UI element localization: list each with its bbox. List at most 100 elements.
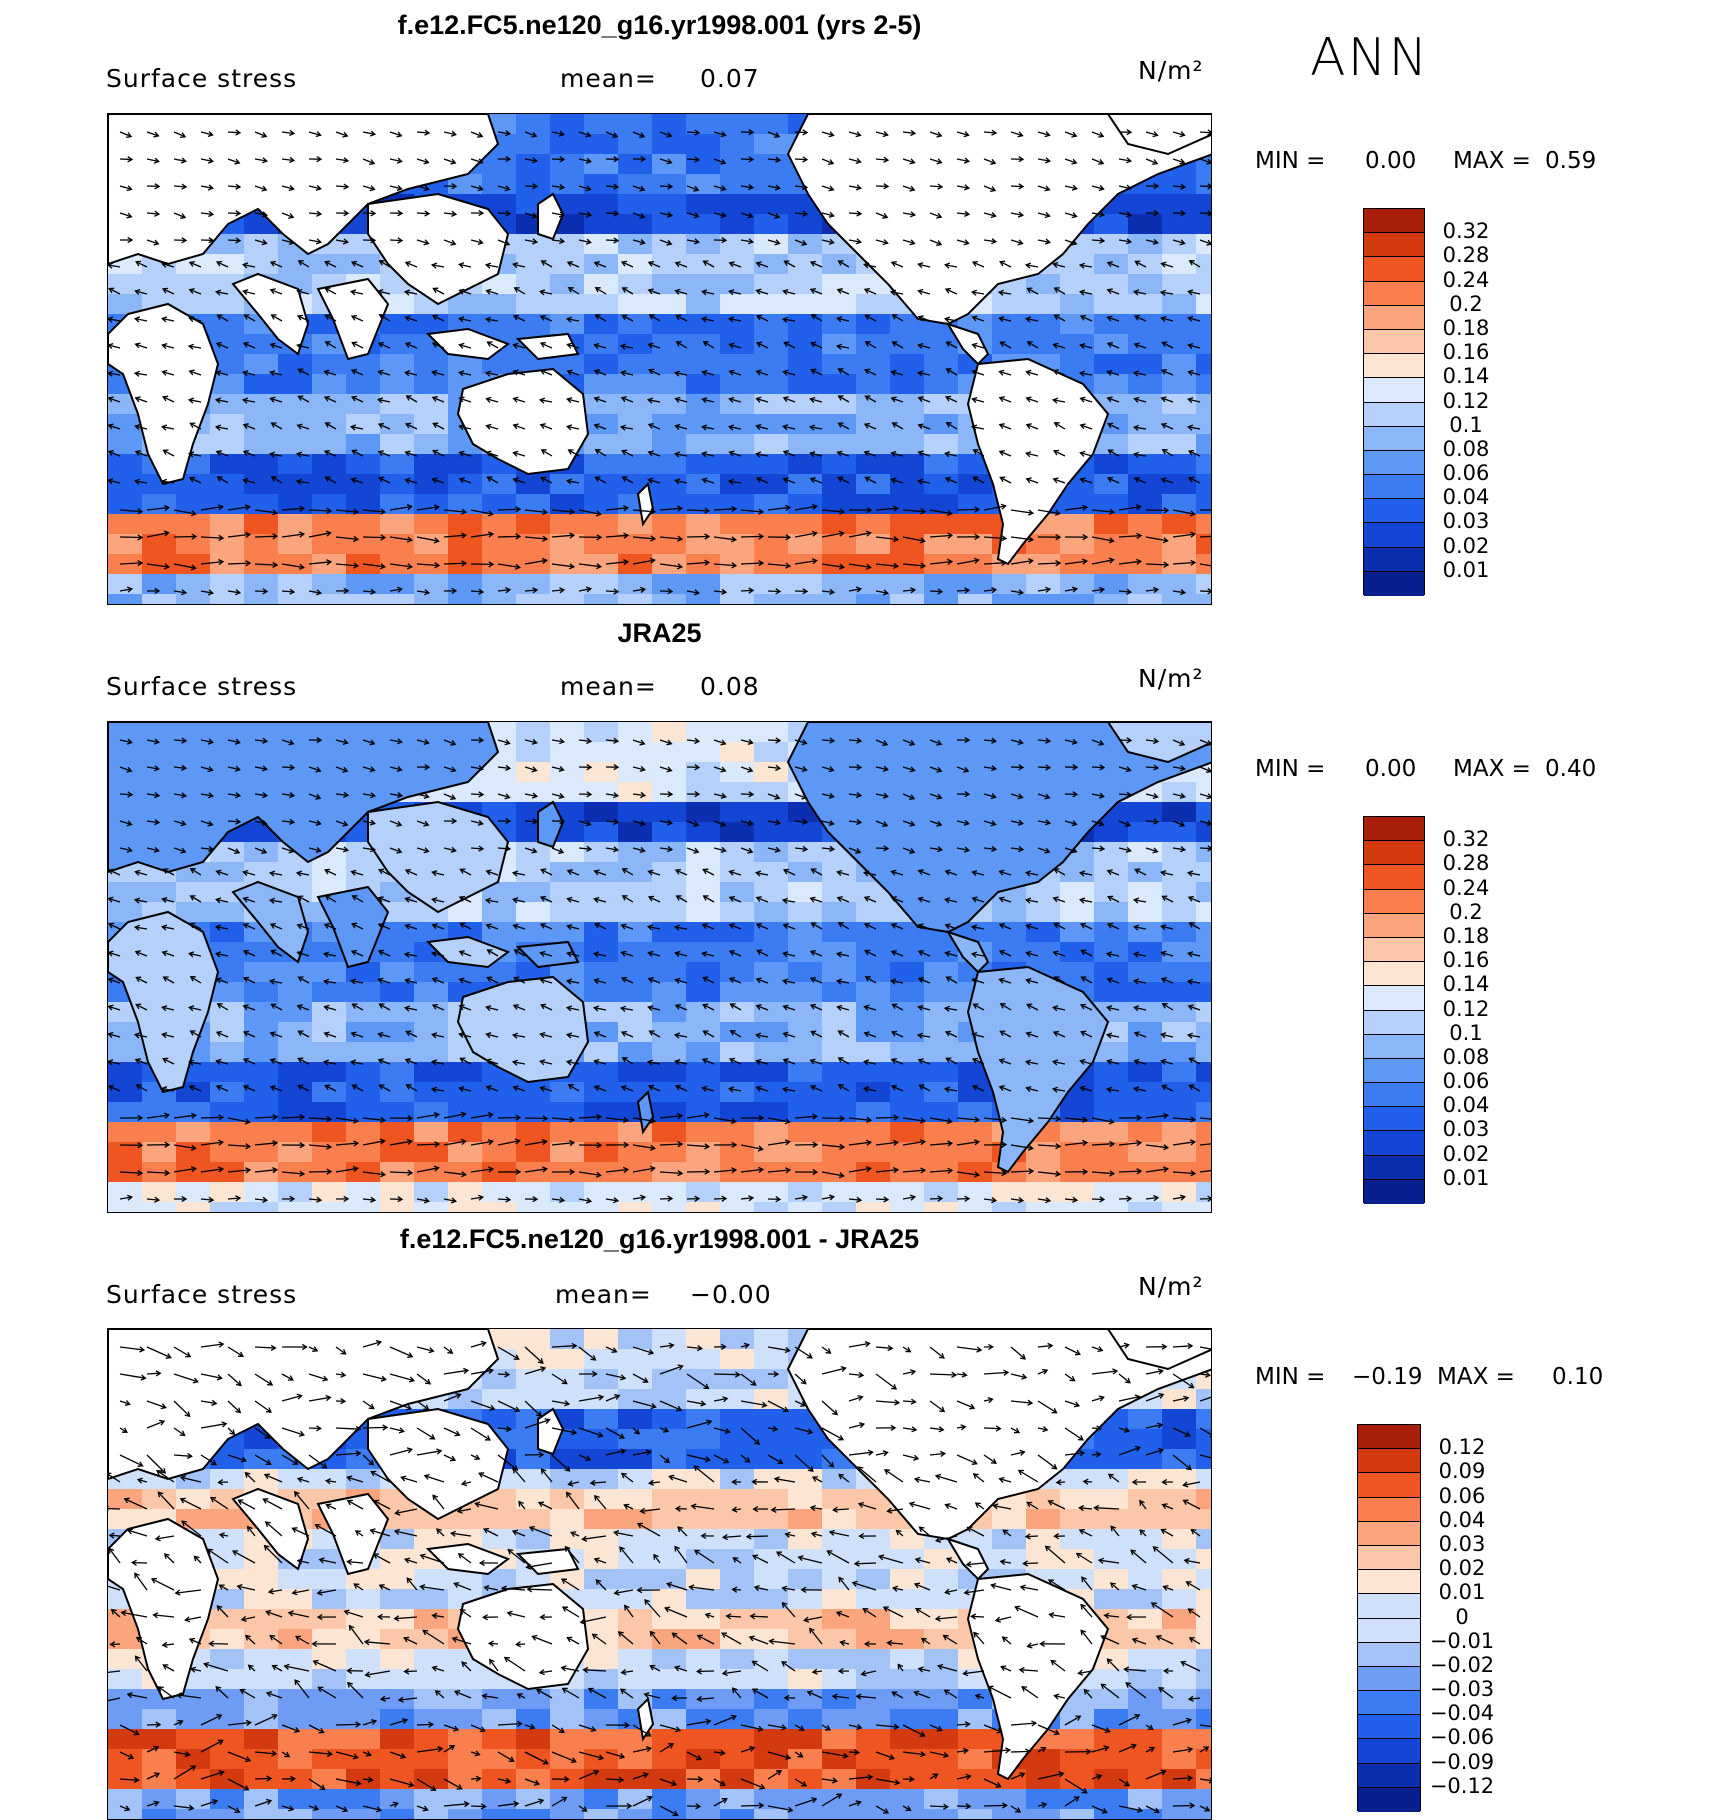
field-cell xyxy=(686,1062,721,1083)
field-cell xyxy=(686,742,721,763)
field-cell xyxy=(1060,334,1095,355)
field-cell xyxy=(1060,1469,1095,1490)
field-cell xyxy=(584,1102,619,1123)
field-cell xyxy=(754,902,789,923)
field-cell xyxy=(720,234,755,255)
field-cell xyxy=(1060,254,1095,275)
field-cell xyxy=(448,1122,483,1143)
field-cell xyxy=(992,1202,1027,1213)
field-cell xyxy=(652,922,687,943)
field-cell xyxy=(652,762,687,783)
field-cell xyxy=(1128,902,1163,923)
field-cell xyxy=(516,1142,551,1163)
panel-1-units: N/m² xyxy=(1138,56,1204,85)
stress-vector xyxy=(309,1172,331,1173)
field-cell xyxy=(890,574,925,595)
field-cell xyxy=(720,1409,755,1430)
field-cell xyxy=(924,1062,959,1083)
field-cell xyxy=(686,1349,721,1370)
field-cell xyxy=(788,554,823,575)
field-cell xyxy=(1162,234,1197,255)
field-cell xyxy=(108,1202,143,1213)
field-cell xyxy=(516,902,551,923)
field-cell xyxy=(1128,234,1163,255)
field-cell xyxy=(414,1102,449,1123)
stress-vector xyxy=(687,537,709,538)
field-cell xyxy=(652,1469,687,1490)
field-cell xyxy=(346,454,381,475)
colorbar-tick-label: 0.08 xyxy=(1431,437,1501,461)
field-cell xyxy=(1128,882,1163,903)
field-cell xyxy=(210,594,245,605)
field-cell xyxy=(924,1122,959,1143)
stress-vector xyxy=(687,510,709,511)
field-cell xyxy=(1094,882,1129,903)
field-cell xyxy=(516,514,551,535)
field-cell xyxy=(584,254,619,275)
field-cell xyxy=(720,1202,755,1213)
field-cell xyxy=(822,594,857,605)
field-cell xyxy=(1162,882,1197,903)
field-cell xyxy=(924,414,959,435)
map-svg xyxy=(108,1329,1212,1820)
stress-vector xyxy=(525,1118,547,1119)
field-cell xyxy=(618,782,653,803)
field-cell xyxy=(1162,1429,1197,1450)
field-cell xyxy=(958,1202,993,1213)
field-cell xyxy=(1128,1102,1163,1123)
field-cell xyxy=(1196,314,1212,335)
panel-3-title: f.e12.FC5.ne120_g16.yr1998.001 - JRA25 xyxy=(107,1224,1212,1255)
field-cell xyxy=(788,842,823,863)
field-cell xyxy=(686,782,721,803)
field-cell xyxy=(618,722,653,743)
field-cell xyxy=(652,194,687,215)
field-cell xyxy=(1128,1002,1163,1023)
field-cell xyxy=(1060,902,1095,923)
field-cell xyxy=(856,1002,891,1023)
field-cell xyxy=(754,982,789,1003)
field-cell xyxy=(754,762,789,783)
field-cell xyxy=(1196,394,1212,415)
field-cell xyxy=(312,454,347,475)
field-cell xyxy=(380,1002,415,1023)
field-cell xyxy=(754,742,789,763)
field-cell xyxy=(550,1349,585,1370)
field-cell xyxy=(278,394,313,415)
field-cell xyxy=(1128,1202,1163,1213)
field-cell xyxy=(652,454,687,475)
field-cell xyxy=(584,782,619,803)
stress-vector xyxy=(444,563,466,564)
field-cell xyxy=(652,1449,687,1470)
field-cell xyxy=(788,374,823,395)
field-cell xyxy=(686,1429,721,1450)
field-cell xyxy=(312,1202,347,1213)
field-cell xyxy=(686,1469,721,1490)
field-cell xyxy=(380,1202,415,1213)
field-cell xyxy=(1196,594,1212,605)
field-cell xyxy=(652,722,687,743)
field-cell xyxy=(890,514,925,535)
field-cell xyxy=(1060,1202,1095,1213)
field-cell xyxy=(550,1122,585,1143)
field-cell xyxy=(584,902,619,923)
field-cell xyxy=(244,842,279,863)
field-cell xyxy=(312,1062,347,1083)
field-cell xyxy=(788,454,823,475)
field-cell xyxy=(584,194,619,215)
field-cell xyxy=(618,742,653,763)
field-cell xyxy=(210,1469,245,1490)
field-cell xyxy=(584,554,619,575)
field-cell xyxy=(210,334,245,355)
field-cell xyxy=(482,1102,517,1123)
field-cell xyxy=(1162,1022,1197,1043)
field-cell xyxy=(516,594,551,605)
field-cell xyxy=(380,514,415,535)
field-cell xyxy=(856,334,891,355)
field-cell xyxy=(1128,354,1163,375)
field-cell xyxy=(924,594,959,605)
field-cell xyxy=(312,354,347,375)
field-cell xyxy=(686,594,721,605)
field-cell xyxy=(142,1122,177,1143)
field-cell xyxy=(686,314,721,335)
field-cell xyxy=(1128,1162,1163,1183)
